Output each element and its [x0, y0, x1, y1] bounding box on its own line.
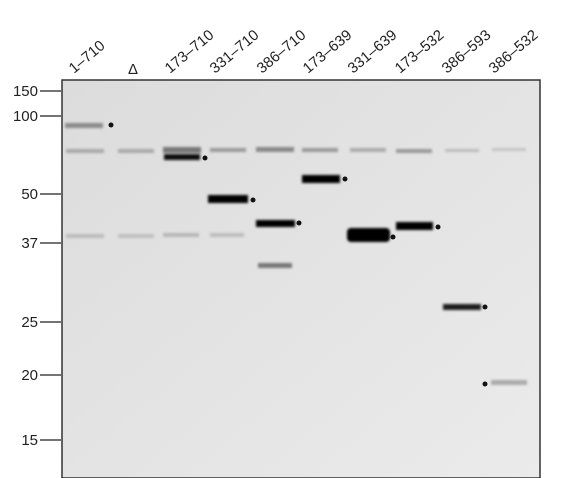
lane-label: 173–639 [300, 26, 356, 77]
lane-label: 386–593 [439, 26, 495, 77]
lane-label: 331–639 [345, 26, 401, 77]
lane-label: 173–532 [392, 26, 448, 77]
lane-label: 331–710 [207, 26, 263, 77]
lane-label: 386–710 [254, 26, 310, 77]
marker-label: 50 [21, 186, 38, 203]
marker-label: 100 [13, 108, 38, 125]
membrane [61, 79, 541, 478]
marker-label: 20 [21, 367, 38, 384]
marker-label: 15 [21, 432, 38, 449]
lane-label: Δ [128, 61, 138, 78]
bands [65, 123, 527, 385]
band-dots [108, 122, 488, 387]
marker-label: 150 [13, 83, 38, 100]
lane-label: 386–532 [486, 26, 542, 77]
marker-label: 25 [21, 314, 38, 331]
lane-label: 173–710 [162, 26, 218, 77]
lane-label: 1–710 [66, 37, 109, 77]
marker-label: 37 [21, 235, 38, 252]
